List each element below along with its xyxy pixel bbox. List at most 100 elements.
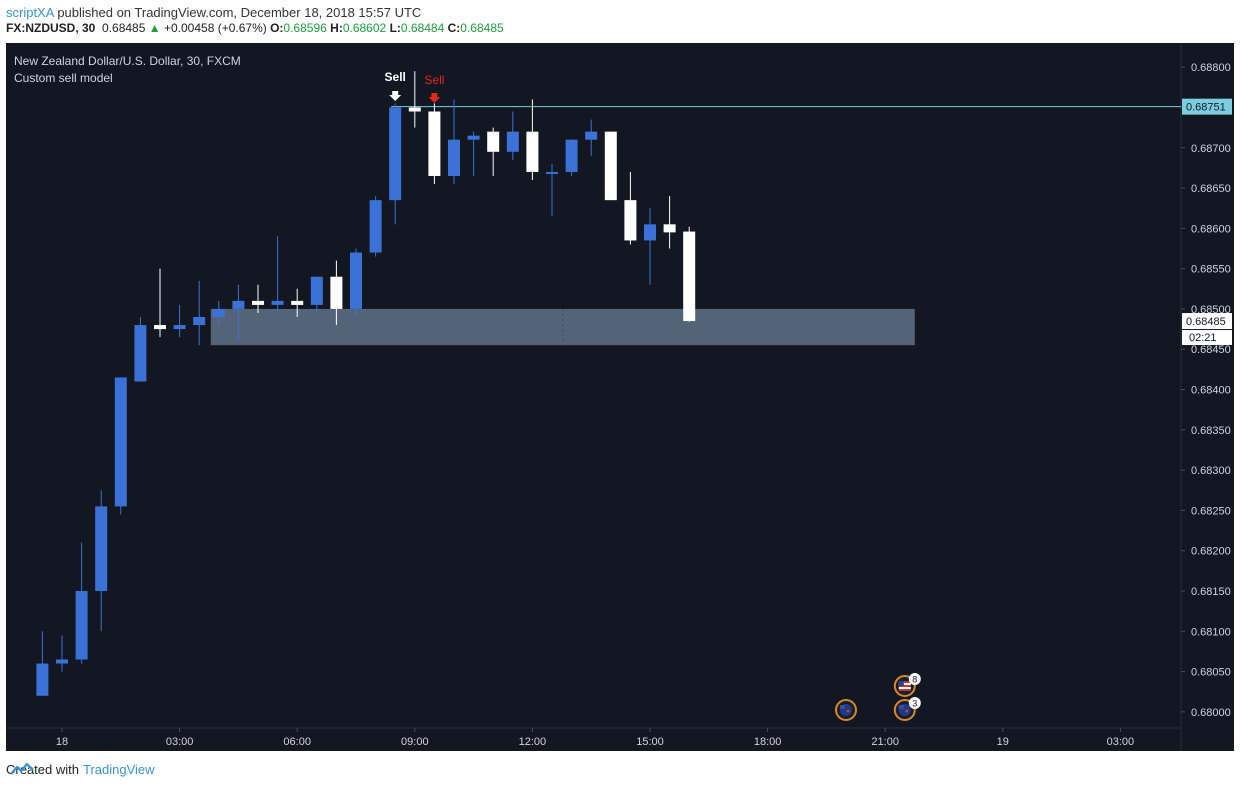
y-tick-label: 0.68350 <box>1191 425 1231 437</box>
candle-body <box>56 659 68 664</box>
candle-body <box>271 300 284 305</box>
candle-body <box>173 325 186 330</box>
nz-flag-star <box>905 709 909 713</box>
candle-body <box>330 276 343 309</box>
event-count-label: 8 <box>912 675 917 685</box>
publish-info: scriptXA published on TradingView.com, D… <box>6 5 421 20</box>
event-count-badge <box>908 673 921 685</box>
candle-body <box>114 377 127 507</box>
candle-body <box>487 131 500 152</box>
sell-signal-label: Sell <box>385 70 406 84</box>
us-flag-stripe <box>898 687 911 689</box>
change-arrow-icon: ▲ <box>148 21 161 35</box>
sell-signal-label: Sell <box>424 73 444 87</box>
x-tick-label: 09:00 <box>401 736 429 748</box>
candle-body <box>95 506 108 591</box>
last-price-label: 0.68485 <box>1186 316 1226 328</box>
us-flag-icon <box>898 681 911 691</box>
candle-body <box>193 317 206 326</box>
x-tick-label: 12:00 <box>519 736 547 748</box>
x-tick-label: 19 <box>997 736 1009 748</box>
y-tick-label: 0.68000 <box>1191 707 1231 719</box>
candle-body <box>467 135 480 140</box>
y-tick-label: 0.68200 <box>1191 546 1231 558</box>
y-tick-label: 0.68250 <box>1191 505 1231 517</box>
us-flag-canton <box>898 681 904 686</box>
chart-title: New Zealand Dollar/U.S. Dollar, 30, FXCM <box>14 54 241 68</box>
high-label: H: <box>330 21 343 35</box>
y-tick-label: 0.68650 <box>1191 183 1231 195</box>
y-tick-label: 0.68600 <box>1191 223 1231 235</box>
chart-subtitle: Custom sell model <box>14 71 113 85</box>
candle-body <box>232 300 245 309</box>
hline-price-label: 0.68751 <box>1186 102 1226 114</box>
chart-panel[interactable]: New Zealand Dollar/U.S. Dollar, 30, FXCM… <box>6 43 1234 751</box>
footer: Created with TradingView <box>6 762 155 777</box>
candle-body <box>624 200 637 241</box>
candle-body <box>252 300 264 305</box>
candle-body <box>565 139 578 172</box>
y-tick-label: 0.68700 <box>1191 143 1231 155</box>
x-tick-label: 18:00 <box>754 736 782 748</box>
x-tick-label: 03:00 <box>1107 736 1135 748</box>
candle-body <box>604 131 617 201</box>
candle-body <box>310 276 323 305</box>
candle-body <box>291 300 304 305</box>
candle-body <box>644 224 656 241</box>
us-flag-stripe <box>898 683 911 685</box>
candle-body <box>36 663 49 696</box>
event-count-badge <box>908 697 921 709</box>
published-text: published on TradingView.com, December 1… <box>57 5 422 20</box>
hline-price-tag <box>1182 98 1232 115</box>
x-tick-label: 03:00 <box>166 736 194 748</box>
candle-body <box>389 107 402 201</box>
low-value: 0.68484 <box>400 21 445 35</box>
high-value: 0.68602 <box>342 21 387 35</box>
tradingview-logo-icon <box>10 762 34 775</box>
author-link[interactable]: scriptXA <box>6 5 54 20</box>
close-value: 0.68485 <box>460 21 504 35</box>
candle-body <box>154 325 166 330</box>
y-tick-label: 0.68800 <box>1191 62 1231 74</box>
close-label: C: <box>447 21 461 35</box>
candle-body <box>546 171 558 174</box>
countdown-label: 02:21 <box>1189 332 1217 344</box>
candle-body <box>683 231 696 322</box>
sell-arrow-icon <box>389 91 402 101</box>
candle-body <box>350 252 362 309</box>
y-tick-label: 0.68300 <box>1191 465 1231 477</box>
y-tick-label: 0.68550 <box>1191 264 1231 276</box>
y-tick-label: 0.68500 <box>1191 304 1231 316</box>
y-tick-label: 0.68450 <box>1191 344 1231 356</box>
candle-body <box>506 131 519 152</box>
low-label: L: <box>389 21 401 35</box>
candle-body <box>585 131 598 140</box>
countdown-tag <box>1182 330 1232 346</box>
candlestick-chart[interactable]: New Zealand Dollar/U.S. Dollar, 30, FXCM… <box>6 43 1234 751</box>
open-label: O: <box>270 21 284 35</box>
price-change: +0.00458 (+0.67%) <box>163 21 267 35</box>
event-count-label: 3 <box>912 699 917 709</box>
last-price: 0.68485 <box>102 21 146 35</box>
tradingview-link[interactable]: TradingView <box>82 762 155 777</box>
y-tick-label: 0.68050 <box>1191 667 1231 679</box>
candle-body <box>75 591 88 660</box>
candle-body <box>134 325 147 382</box>
last-price-tag <box>1182 313 1232 330</box>
symbol-info: FX:NZDUSD, 30 0.68485 ▲ +0.00458 (+0.67%… <box>6 21 504 35</box>
candle-body <box>212 308 225 317</box>
x-tick-label: 06:00 <box>283 736 311 748</box>
x-tick-label: 15:00 <box>636 736 664 748</box>
nz-flag-star <box>846 709 850 713</box>
x-tick-label: 18 <box>56 736 68 748</box>
candle-body <box>428 111 441 176</box>
sell-arrow-icon <box>428 93 441 103</box>
candle-body <box>408 107 421 112</box>
y-tick-label: 0.68100 <box>1191 626 1231 638</box>
x-tick-label: 21:00 <box>871 736 899 748</box>
open-value: 0.68596 <box>283 21 327 35</box>
candle-body <box>448 139 460 176</box>
y-tick-label: 0.68400 <box>1191 385 1231 397</box>
symbol-label: FX:NZDUSD, 30 <box>6 21 96 35</box>
nz-flag-canton <box>840 705 845 709</box>
